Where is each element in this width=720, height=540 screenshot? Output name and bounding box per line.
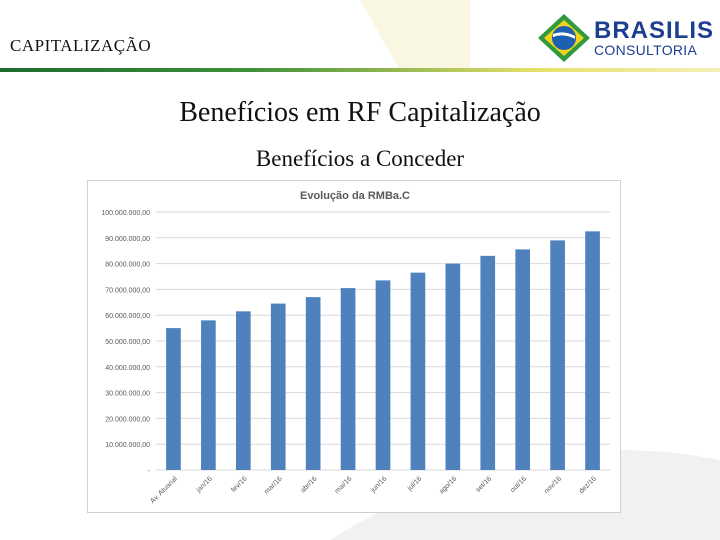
bar-set-16 [480,255,496,470]
y-tick-label: 10.000.000,00 [105,442,150,449]
x-tick-label: set/16 [475,475,494,494]
y-tick-label: - [148,468,151,475]
y-tick-label: 30.000.000,00 [105,391,150,398]
bars [166,231,600,470]
chart-title: Evolução da RMBa.C [300,190,410,202]
globe-icon [538,14,590,62]
bar-mar-16 [270,303,286,470]
bar-abr-16 [305,297,321,470]
x-tick-label: out/16 [509,475,528,494]
chart-container: Evolução da RMBa.C - 10.000.000,00 20.000.… [87,180,621,513]
bar-jan-16 [201,320,216,470]
bar-out-16 [515,249,531,470]
slide-title: Benefícios em RF Capitalização [179,97,541,128]
y-tick-label: 60.000.000,00 [105,313,150,320]
bar-dez-16 [585,231,600,470]
x-tick-label: jun/16 [369,475,388,494]
y-tick-label: 50.000.000,00 [105,339,150,346]
x-tick-label: Av. Atuarial [149,475,179,505]
y-tick-label: 100.000.000,00 [101,210,150,217]
y-tick-label: 90.000.000,00 [105,236,150,243]
x-tick-label: mar/16 [263,475,283,495]
y-tick-label: 70.000.000,00 [105,287,150,294]
section-title: CAPITALIZAÇÃO [10,36,152,55]
bar-mai-16 [340,288,356,470]
x-axis-labels: Av. Atuarial jan/16 fev/16 mar/16 abr/16 mai/… [149,475,598,505]
slide-subtitle: Benefícios a Conceder [255,146,465,171]
y-axis-labels: - 10.000.000,00 20.000.000,00 30.000.000,00… [101,210,150,475]
bar-ago-16 [445,263,461,470]
x-tick-label: ago/16 [438,475,458,495]
logo-name: BRASILIS [594,17,715,44]
x-tick-label: abr/16 [300,475,319,494]
x-tick-label: fev/16 [230,475,249,494]
logo-subtitle: CONSULTORIA [594,42,698,58]
bar-av-atuarial [166,328,181,470]
header-divider [0,68,720,72]
y-tick-label: 40.000.000,00 [105,365,150,372]
bar-jun-16 [375,280,391,470]
y-tick-label: 80.000.000,00 [105,262,150,269]
x-tick-label: jul/16 [406,475,424,493]
x-tick-label: nov/16 [543,475,563,495]
bar-nov-16 [550,240,565,470]
bar-chart: Evolução da RMBa.C - 10.000.000,00 20.000.… [101,190,610,505]
x-tick-label: dez/16 [578,475,598,495]
x-tick-label: jan/16 [195,475,214,494]
bar-jul-16 [410,272,426,470]
brasilis-logo: BRASILIS CONSULTORIA [536,12,718,64]
x-tick-label: mai/16 [334,475,354,495]
y-tick-label: 20.000.000,00 [105,416,150,423]
bar-fev-16 [235,311,251,470]
